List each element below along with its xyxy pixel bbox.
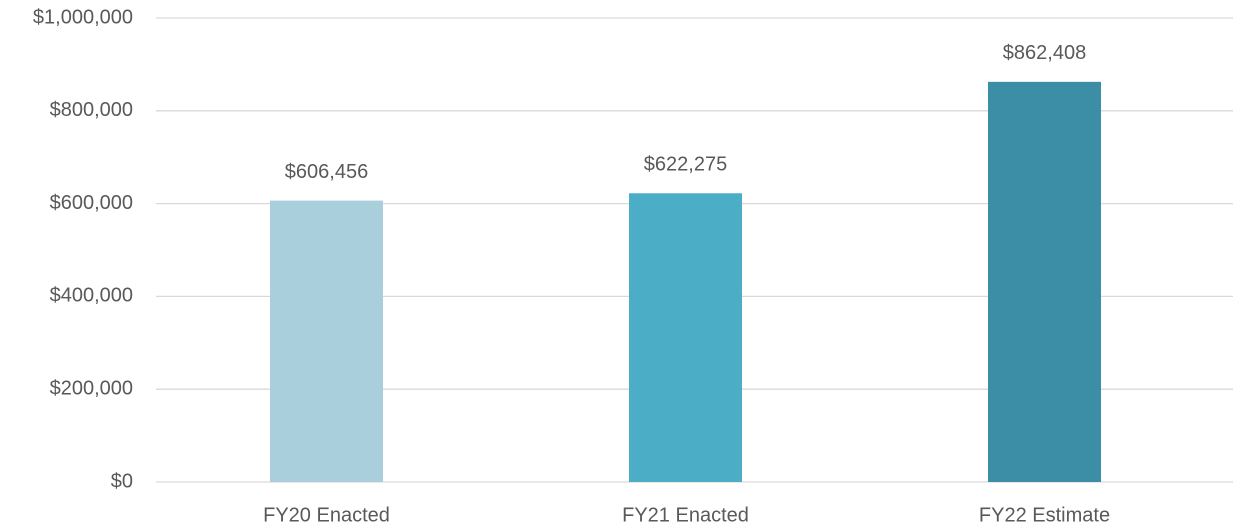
data-label: $622,275 [644, 154, 727, 176]
x-tick-label: FY20 Enacted [263, 504, 390, 526]
bar [270, 200, 383, 482]
x-tick-label: FY22 Estimate [979, 504, 1110, 526]
data-label: $606,456 [285, 161, 368, 183]
y-tick-label: $200,000 [50, 377, 133, 399]
x-tick-label: FY21 Enacted [622, 504, 749, 526]
bar [988, 81, 1101, 483]
y-tick-label: $0 [111, 470, 133, 492]
y-tick-label: $800,000 [50, 99, 133, 121]
bar [629, 193, 742, 482]
y-tick-label: $1,000,000 [33, 6, 133, 28]
y-tick-label: $400,000 [50, 285, 133, 307]
data-label: $862,408 [1003, 42, 1086, 64]
y-tick-label: $600,000 [50, 192, 133, 214]
